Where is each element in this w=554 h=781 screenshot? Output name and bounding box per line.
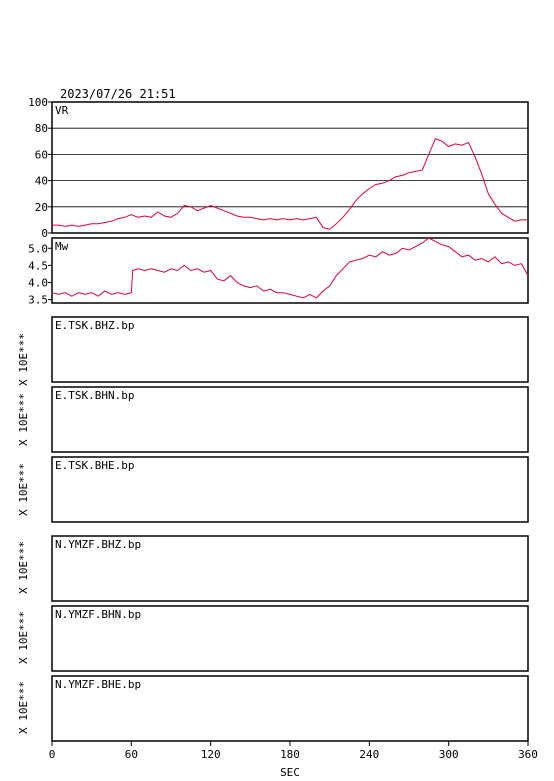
x-tick-label: 300 [439,748,459,761]
y-tick-label: 3.5 [28,294,48,307]
y-tick-label: 5.0 [28,242,48,255]
y-tick-label: 4.0 [28,276,48,289]
waveform-frame [51,605,529,672]
vr-y-ticks: 0 20 40 60 80 100 [28,96,52,240]
station-label: N.YMZF.BHN.bp [55,608,141,621]
vr-frame [51,101,529,234]
vr-series-line [52,138,528,230]
mw-frame [51,237,529,304]
waveform-panel-3: E.TSK.BHE.bp X 10E*** [17,456,529,523]
y-tick-label: 0 [41,227,48,240]
waveform-panel-5: N.YMZF.BHN.bp X 10E*** [17,605,529,672]
y-tick-label: 40 [35,175,48,188]
x-axis-ticks: 0 60 120 180 240 300 360 [49,741,538,761]
station-label: E.TSK.BHN.bp [55,389,134,402]
station-label: N.YMZF.BHZ.bp [55,538,141,551]
x-tick-label: 180 [280,748,300,761]
x-tick-label: 120 [201,748,221,761]
waveform-frame [51,316,529,383]
y-tick-label: 100 [28,96,48,109]
mw-panel: 3.5 4.0 4.5 5.0 Mw [28,237,529,307]
timestamp: 2023/07/26 21:51 [60,87,176,101]
amplitude-scale-label: X 10E*** [17,541,30,594]
x-tick-label: 0 [49,748,56,761]
waveform-panel-4: N.YMZF.BHZ.bp X 10E*** [17,535,529,602]
waveform-frame [51,456,529,523]
waveform-frame [51,386,529,453]
waveform-frame [51,535,529,602]
waveform-panel-2: E.TSK.BHN.bp X 10E*** [17,386,529,453]
y-tick-label: 80 [35,122,48,135]
station-label: E.TSK.BHE.bp [55,459,134,472]
station-label: E.TSK.BHZ.bp [55,319,134,332]
amplitude-scale-label: X 10E*** [17,393,30,446]
y-tick-label: 4.5 [28,259,48,272]
vr-label: VR [55,104,69,117]
vr-panel: 0 20 40 60 80 100 VR [28,96,529,240]
amplitude-scale-label: X 10E*** [17,463,30,516]
mw-series-line [51,237,529,299]
amplitude-scale-label: X 10E*** [17,681,30,734]
x-tick-label: 360 [518,748,538,761]
waveform-panel-6: N.YMZF.BHE.bp X 10E*** [17,675,529,742]
vr-gridlines [52,101,528,234]
x-tick-label: 60 [125,748,138,761]
x-tick-label: 240 [359,748,379,761]
amplitude-scale-label: X 10E*** [17,611,30,664]
mw-label: Mw [55,240,69,253]
mw-y-ticks: 3.5 4.0 4.5 5.0 [28,242,52,307]
y-tick-label: 20 [35,201,48,214]
waveform-panel-1: E.TSK.BHZ.bp X 10E*** [17,316,529,386]
amplitude-scale-label: X 10E*** [17,333,30,386]
y-tick-label: 60 [35,148,48,161]
station-label: N.YMZF.BHE.bp [55,678,141,691]
x-axis-label: SEC [280,766,300,779]
